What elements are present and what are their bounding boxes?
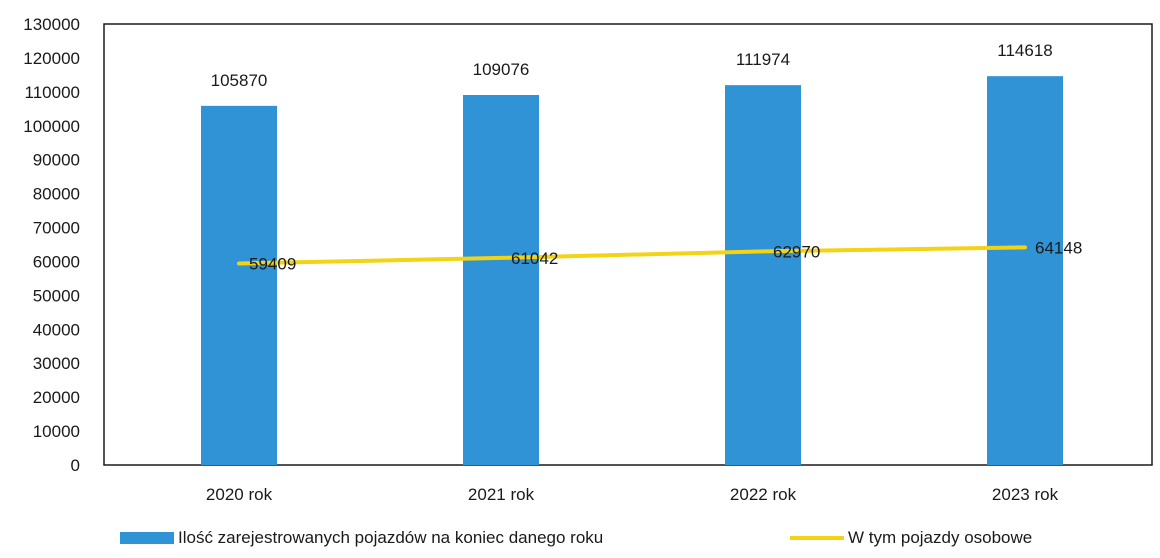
x-tick-label: 2020 rok — [206, 485, 273, 504]
y-tick-label: 40000 — [33, 320, 80, 339]
y-axis-tick-labels: 0 10000 20000 30000 40000 50000 60000 70000 8000… — [23, 15, 80, 475]
line-value-label: 61042 — [511, 249, 558, 268]
line-value-label: 64148 — [1035, 238, 1082, 257]
y-tick-label: 80000 — [33, 185, 80, 204]
y-tick-label: 70000 — [33, 219, 80, 238]
legend: Ilość zarejestrowanych pojazdów na konie… — [0, 528, 1160, 554]
y-tick-label: 120000 — [23, 49, 80, 68]
legend-line-swatch — [790, 536, 844, 540]
x-tick-label: 2023 rok — [992, 485, 1059, 504]
y-tick-label: 60000 — [33, 252, 80, 271]
line-path — [237, 245, 1027, 266]
y-tick-label: 90000 — [33, 151, 80, 170]
x-tick-label: 2021 rok — [468, 485, 535, 504]
y-tick-label: 10000 — [33, 422, 80, 441]
x-axis-tick-labels: 2020 rok 2021 rok 2022 rok 2023 rok — [206, 485, 1059, 504]
plot-area-frame — [103, 23, 1153, 466]
legend-item-bar-series: Ilość zarejestrowanych pojazdów na konie… — [120, 528, 603, 548]
legend-bar-swatch — [120, 532, 174, 544]
bar-series — [201, 76, 1063, 465]
line-data-labels: 59409 61042 62970 64148 — [249, 238, 1082, 273]
line-value-label: 59409 — [249, 254, 296, 273]
line-value-label: 62970 — [773, 242, 820, 261]
bar-value-label: 109076 — [473, 60, 530, 79]
bar — [201, 105, 277, 465]
bar-data-labels: 105870 109076 111974 114618 — [211, 41, 1053, 90]
bar — [987, 76, 1063, 465]
legend-item-line-series: W tym pojazdy osobowe — [790, 528, 1032, 548]
bar — [463, 94, 539, 465]
y-tick-label: 50000 — [33, 286, 80, 305]
y-tick-label: 0 — [71, 456, 80, 475]
legend-bar-label: Ilość zarejestrowanych pojazdów na konie… — [178, 528, 604, 547]
y-tick-label: 110000 — [25, 83, 80, 102]
y-tick-label: 20000 — [33, 388, 80, 407]
line-series — [237, 245, 1027, 266]
legend-line-label: W tym pojazdy osobowe — [848, 528, 1033, 547]
y-tick-label: 30000 — [33, 354, 80, 373]
bar-value-label: 114618 — [997, 41, 1052, 60]
bar-value-label: 105870 — [211, 71, 268, 90]
bar-value-label: 111974 — [736, 50, 790, 69]
y-tick-label: 130000 — [23, 15, 80, 34]
y-tick-label: 100000 — [23, 117, 80, 136]
bar — [725, 85, 801, 465]
x-tick-label: 2022 rok — [730, 485, 797, 504]
